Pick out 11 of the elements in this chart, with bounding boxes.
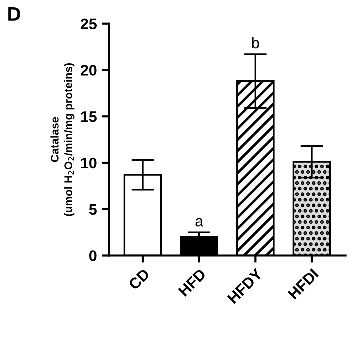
annotation: a — [196, 218, 204, 227]
y-tick-label: 10 — [81, 158, 97, 169]
y-tick-label: 25 — [80, 18, 97, 30]
text: Catalase (umol H$_{2}$O$_{2}$/min/mg proteins) — [50, 63, 75, 216]
y-tick-label: 20 — [80, 65, 97, 76]
annotation: b — [252, 37, 260, 49]
x-tick-label: CD — [128, 268, 150, 291]
text: D — [8, 8, 21, 21]
y-tick-label: 15 — [81, 112, 97, 122]
y-tick-label: 0 — [90, 250, 97, 262]
y-tick-label: 5 — [89, 204, 97, 216]
